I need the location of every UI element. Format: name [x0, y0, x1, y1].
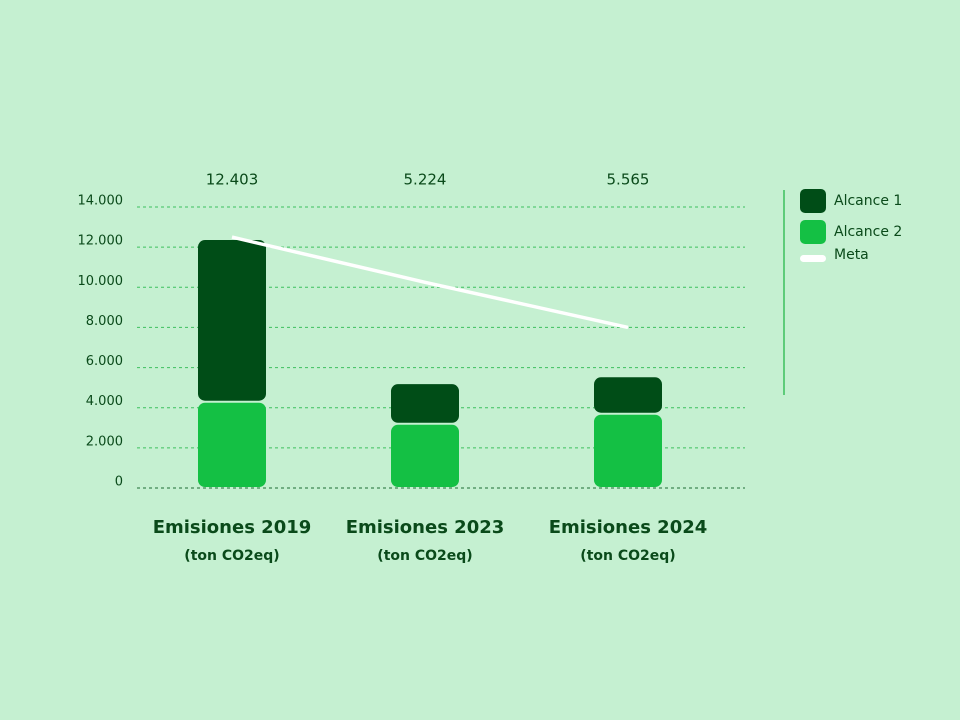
x-tick-label: Emisiones 2019 [153, 517, 312, 538]
x-tick-label: Emisiones 2023 [346, 517, 505, 538]
total-label: 5.565 [607, 171, 650, 189]
y-tick-label: 12.000 [78, 234, 124, 249]
meta-line [231, 235, 629, 330]
legend-swatch [800, 189, 826, 213]
legend-swatch [800, 220, 826, 244]
legend-label: Alcance 2 [834, 224, 902, 240]
legend-swatch [800, 255, 826, 262]
bar-segment [391, 384, 459, 423]
bar-segment [594, 414, 662, 487]
x-tick-sublabel: (ton CO2eq) [580, 548, 675, 564]
x-tick-sublabel: (ton CO2eq) [377, 548, 472, 564]
y-tick-label: 14.000 [78, 194, 124, 209]
total-label: 5.224 [404, 171, 447, 189]
legend-label: Alcance 1 [834, 193, 902, 209]
x-tick-label: Emisiones 2024 [549, 517, 708, 538]
legend-label: Meta [834, 247, 869, 263]
y-tick-label: 0 [115, 475, 123, 490]
bar-segment [198, 240, 266, 401]
y-tick-label: 8.000 [86, 314, 123, 329]
total-label: 12.403 [206, 171, 259, 189]
y-tick-label: 2.000 [86, 434, 123, 449]
bar-segment [594, 377, 662, 413]
y-tick-label: 4.000 [86, 394, 123, 409]
bar-segment [391, 424, 459, 487]
bar-segment [198, 402, 266, 487]
x-tick-sublabel: (ton CO2eq) [184, 548, 279, 564]
y-tick-label: 6.000 [86, 354, 123, 369]
y-tick-label: 10.000 [78, 274, 124, 289]
